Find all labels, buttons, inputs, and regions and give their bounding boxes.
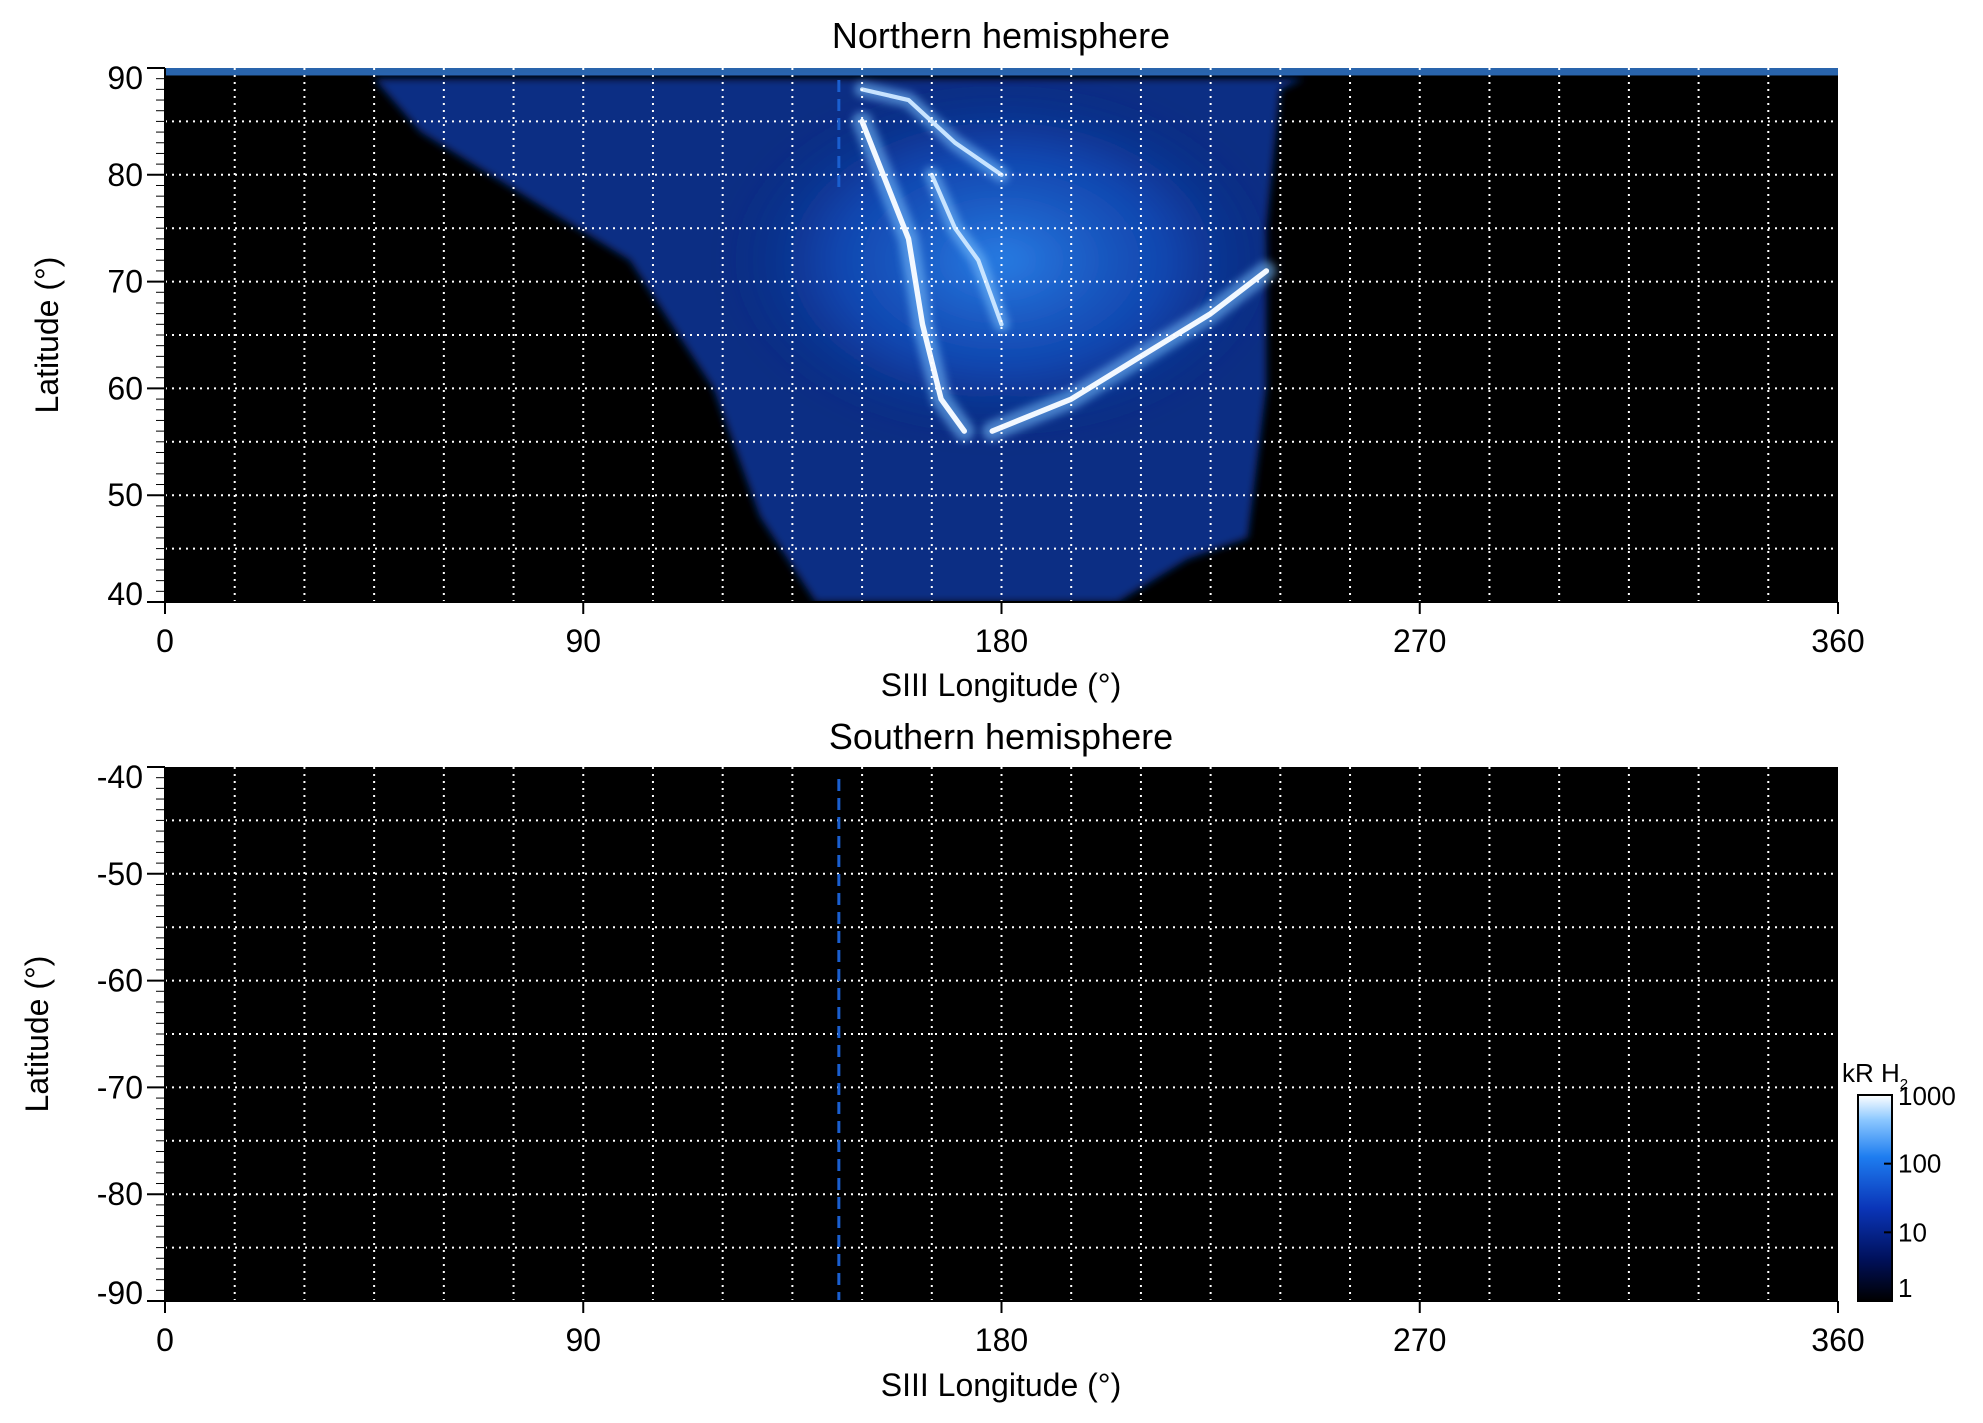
x-axis-label: SIII Longitude (°)	[881, 667, 1121, 703]
y-axis-label: Latitude (°)	[29, 257, 65, 414]
southern-hemisphere-panel: Southern hemisphere -40 -50 -60 -70 -80 -90 0…	[19, 716, 1865, 1403]
y-tick-label: 60	[107, 370, 143, 406]
y-axis-label: Latitude (°)	[19, 956, 55, 1113]
y-tick-label: -40	[97, 759, 143, 795]
y-tick-label: -90	[97, 1275, 143, 1311]
colorbar-tick-label: 1	[1898, 1273, 1912, 1303]
auroral-arc	[859, 118, 968, 434]
y-tick-label: 40	[107, 576, 143, 612]
colorbar: kR H2 1 10 100 1000	[1842, 1058, 1956, 1303]
auroral-arc	[859, 87, 1004, 177]
polar-cap-edge	[165, 68, 1838, 76]
auroral-arc	[929, 172, 1004, 327]
x-tick-label: 360	[1811, 623, 1864, 659]
x-tick-label: 270	[1393, 623, 1446, 659]
y-tick-label: 90	[107, 60, 143, 96]
x-tick-label: 180	[975, 623, 1028, 659]
y-tick-label: -50	[97, 856, 143, 892]
y-axis: 40 50 60 70 80 90	[107, 60, 166, 612]
colorbar-ticks: 1 10 100 1000	[1884, 1081, 1956, 1303]
panel-title: Southern hemisphere	[829, 716, 1173, 757]
x-tick-label: 90	[565, 623, 601, 659]
colorbar-title-text: kR H	[1842, 1058, 1900, 1088]
y-tick-label: 70	[107, 264, 143, 300]
x-tick-label: 0	[156, 1322, 174, 1358]
y-tick-label: 50	[107, 477, 143, 513]
y-tick-label: -60	[97, 963, 143, 999]
x-tick-label: 360	[1811, 1322, 1864, 1358]
colorbar-title: kR H2	[1842, 1058, 1908, 1093]
x-axis: 0 90 180 270 360	[156, 1300, 1865, 1358]
y-tick-label: -80	[97, 1176, 143, 1212]
grid-lines	[165, 767, 1838, 1301]
colorbar-title-subscript: 2	[1900, 1076, 1908, 1093]
northern-hemisphere-panel: Northern hemisphere 40 50 60 70 80 90 0 90 180 2…	[29, 15, 1865, 703]
x-tick-label: 90	[565, 1322, 601, 1358]
colorbar-tick-label: 1000	[1898, 1081, 1956, 1111]
emission-glow	[722, 78, 1281, 442]
colorbar-tick-label: 100	[1898, 1149, 1941, 1179]
y-axis: -40 -50 -60 -70 -80 -90	[97, 759, 166, 1311]
x-axis-label: SIII Longitude (°)	[881, 1367, 1121, 1403]
x-axis: 0 90 180 270 360	[156, 601, 1865, 659]
x-tick-label: 0	[156, 623, 174, 659]
y-tick-label: -70	[97, 1069, 143, 1105]
x-tick-label: 270	[1393, 1322, 1446, 1358]
y-tick-label: 80	[107, 157, 143, 193]
x-tick-label: 180	[975, 1322, 1028, 1358]
colorbar-scale	[1857, 1094, 1893, 1302]
panel-title: Northern hemisphere	[832, 15, 1170, 56]
colorbar-tick-label: 10	[1898, 1217, 1927, 1247]
grid-lines	[165, 68, 1838, 602]
